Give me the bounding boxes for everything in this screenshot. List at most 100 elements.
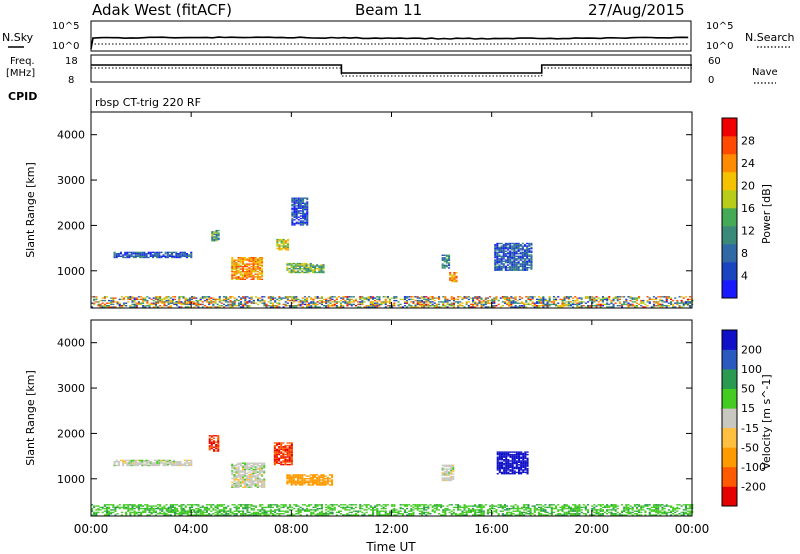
power-cell — [450, 302, 453, 304]
power-cell — [528, 259, 531, 261]
power-cell — [116, 303, 119, 306]
power-cell — [538, 305, 541, 307]
velocity-cell — [129, 504, 132, 506]
power-cell — [495, 298, 498, 301]
velocity-cell — [301, 480, 304, 482]
power-cell — [178, 297, 181, 299]
power-cell — [299, 197, 302, 199]
power-cell — [214, 298, 217, 301]
power-cell — [327, 306, 330, 308]
power-cell — [117, 255, 120, 257]
velocity-cell — [374, 506, 377, 509]
velocity-cell — [280, 446, 283, 448]
velocity-cell — [282, 452, 285, 454]
velocity-cell — [414, 504, 417, 506]
power-cell — [263, 296, 266, 298]
velocity-cell — [250, 477, 253, 480]
power-cell — [525, 296, 528, 298]
power-cell — [306, 205, 309, 207]
velocity-cell — [593, 507, 596, 510]
velocity-cell — [117, 461, 120, 463]
velocity-cell — [644, 514, 647, 516]
velocity-cell — [322, 484, 325, 486]
velocity-cell — [331, 476, 334, 479]
velocity-cell — [148, 510, 151, 512]
velocity-cell — [361, 514, 364, 516]
power-cell — [506, 251, 509, 254]
velocity-cell — [524, 460, 527, 462]
velocity-cell — [248, 479, 251, 481]
power-cell — [678, 305, 681, 307]
velocity-cell — [561, 509, 564, 511]
power-cell — [171, 299, 174, 302]
power-cell — [455, 280, 458, 283]
velocity-cell — [555, 505, 558, 507]
velocity-cell — [143, 459, 146, 462]
power-cell — [367, 305, 370, 307]
power-cell — [318, 271, 321, 274]
power-cell — [397, 303, 400, 306]
power-cell — [593, 297, 596, 299]
power-cell — [142, 306, 145, 308]
velocity-cell — [126, 464, 129, 467]
power-cell — [648, 302, 651, 304]
power-cell — [167, 302, 170, 304]
power-cell — [113, 254, 116, 256]
velocity-cell — [469, 510, 472, 512]
power-cell — [518, 306, 521, 308]
velocity-cell — [248, 481, 251, 483]
velocity-cell — [518, 470, 521, 472]
power-cell — [535, 301, 538, 303]
velocity-cell — [322, 476, 325, 479]
velocity-cell — [263, 470, 266, 472]
power-cell — [180, 301, 183, 303]
power-cell — [158, 255, 161, 257]
power-cell — [299, 264, 302, 266]
velocity-cell — [280, 463, 283, 466]
velocity-cell — [445, 474, 448, 477]
power-cell — [661, 303, 664, 306]
velocity-cell — [565, 511, 568, 514]
velocity-cell — [233, 513, 236, 515]
power-cell — [304, 205, 307, 207]
velocity-cell — [275, 443, 278, 445]
velocity-cell — [526, 470, 529, 472]
velocity-cell — [505, 456, 508, 458]
power-cell — [495, 305, 498, 307]
velocity-cell — [239, 477, 242, 480]
power-cell — [175, 254, 178, 256]
velocity-cell — [235, 509, 238, 511]
power-cell — [304, 214, 307, 216]
velocity-cell — [290, 462, 293, 464]
velocity-cell — [182, 504, 185, 506]
power-cell — [512, 306, 515, 308]
velocity-cell — [635, 507, 638, 510]
power-cell — [519, 245, 522, 247]
power-cell — [496, 260, 499, 262]
velocity-cell — [567, 505, 570, 507]
power-cell — [340, 303, 343, 306]
power-cell — [263, 301, 266, 303]
power-cell — [493, 297, 496, 299]
power-cell — [646, 301, 649, 303]
power-cell — [215, 229, 218, 232]
velocity-cell — [122, 461, 125, 463]
power-cell — [509, 258, 512, 260]
power-cell — [128, 251, 131, 254]
velocity-cell — [498, 471, 501, 474]
power-cell — [119, 255, 122, 257]
power-cell — [297, 216, 300, 218]
velocity-cell — [254, 480, 257, 482]
velocity-cell — [420, 513, 423, 515]
power-cell — [469, 297, 472, 299]
velocity-cell — [574, 513, 577, 515]
velocity-cell — [159, 511, 162, 514]
power-cell — [191, 296, 194, 298]
power-cell — [498, 242, 501, 245]
velocity-cell — [263, 465, 266, 467]
power-cell — [335, 301, 338, 303]
power-cell — [278, 296, 281, 298]
power-cell — [511, 247, 514, 250]
power-cell — [137, 303, 140, 306]
power-cell — [186, 298, 189, 301]
